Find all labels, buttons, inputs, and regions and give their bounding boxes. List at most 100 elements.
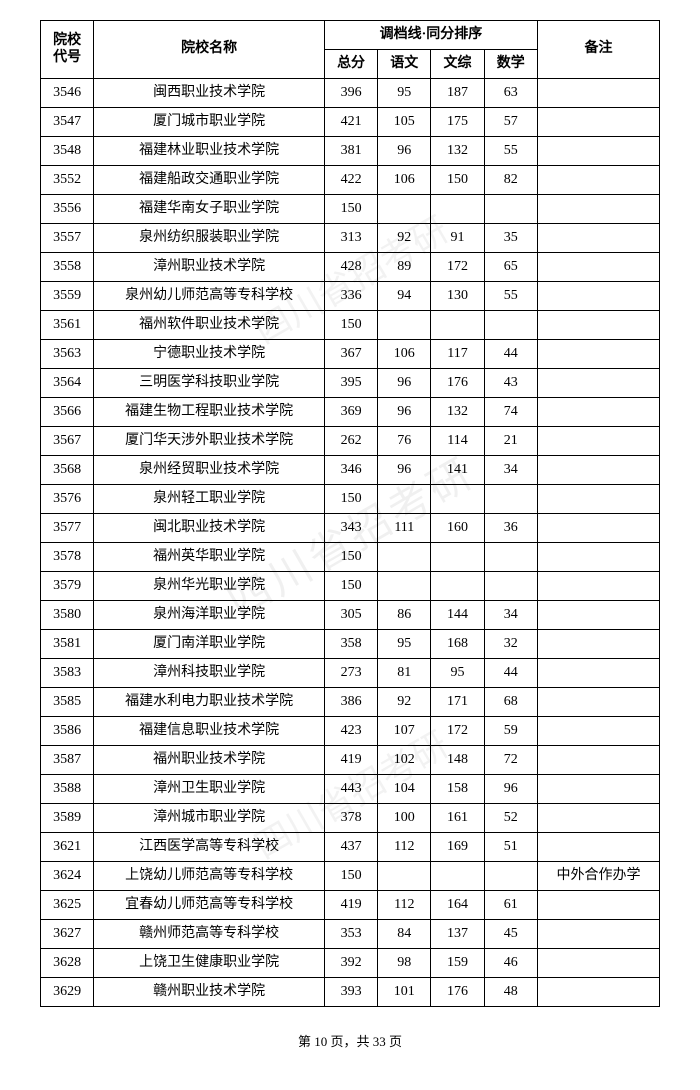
table-row: 3546闽西职业技术学院3969518763 bbox=[41, 79, 660, 108]
cell-total: 305 bbox=[324, 601, 377, 630]
cell-name: 漳州科技职业学院 bbox=[94, 659, 325, 688]
cell-code: 3587 bbox=[41, 746, 94, 775]
table-row: 3580泉州海洋职业学院3058614434 bbox=[41, 601, 660, 630]
cell-math: 52 bbox=[484, 804, 537, 833]
table-row: 3559泉州幼儿师范高等专科学校3369413055 bbox=[41, 282, 660, 311]
cell-liberal: 117 bbox=[431, 340, 484, 369]
cell-remark bbox=[537, 456, 659, 485]
table-row: 3625宜春幼儿师范高等专科学校41911216461 bbox=[41, 891, 660, 920]
cell-remark bbox=[537, 340, 659, 369]
cell-total: 150 bbox=[324, 485, 377, 514]
table-row: 3567厦门华天涉外职业技术学院2627611421 bbox=[41, 427, 660, 456]
cell-total: 150 bbox=[324, 311, 377, 340]
cell-name: 厦门华天涉外职业技术学院 bbox=[94, 427, 325, 456]
cell-total: 262 bbox=[324, 427, 377, 456]
cell-chinese: 105 bbox=[378, 108, 431, 137]
cell-code: 3568 bbox=[41, 456, 94, 485]
cell-liberal: 132 bbox=[431, 137, 484, 166]
cell-total: 437 bbox=[324, 833, 377, 862]
cell-code: 3583 bbox=[41, 659, 94, 688]
cell-liberal: 137 bbox=[431, 920, 484, 949]
cell-total: 367 bbox=[324, 340, 377, 369]
cell-liberal: 172 bbox=[431, 253, 484, 282]
cell-chinese: 94 bbox=[378, 282, 431, 311]
cell-liberal: 150 bbox=[431, 166, 484, 195]
cell-liberal: 159 bbox=[431, 949, 484, 978]
table-row: 3621江西医学高等专科学校43711216951 bbox=[41, 833, 660, 862]
cell-chinese bbox=[378, 311, 431, 340]
cell-name: 福州职业技术学院 bbox=[94, 746, 325, 775]
cell-total: 393 bbox=[324, 978, 377, 1007]
cell-liberal: 175 bbox=[431, 108, 484, 137]
cell-math: 82 bbox=[484, 166, 537, 195]
cell-code: 3556 bbox=[41, 195, 94, 224]
cell-name: 漳州职业技术学院 bbox=[94, 253, 325, 282]
cell-remark bbox=[537, 717, 659, 746]
cell-total: 369 bbox=[324, 398, 377, 427]
cell-math: 68 bbox=[484, 688, 537, 717]
cell-math: 74 bbox=[484, 398, 537, 427]
header-total: 总分 bbox=[324, 50, 377, 79]
page-container: 四川省招考研 四川省招考研 四川省招考研 院校 代号 院校名称 调档线·同分排序… bbox=[40, 20, 660, 1050]
cell-remark bbox=[537, 630, 659, 659]
cell-name: 泉州经贸职业技术学院 bbox=[94, 456, 325, 485]
cell-remark bbox=[537, 659, 659, 688]
cell-chinese: 106 bbox=[378, 166, 431, 195]
cell-liberal bbox=[431, 195, 484, 224]
cell-chinese: 107 bbox=[378, 717, 431, 746]
cell-name: 福建生物工程职业技术学院 bbox=[94, 398, 325, 427]
table-row: 3629赣州职业技术学院39310117648 bbox=[41, 978, 660, 1007]
cell-remark bbox=[537, 253, 659, 282]
cell-liberal: 91 bbox=[431, 224, 484, 253]
header-liberal: 文综 bbox=[431, 50, 484, 79]
cell-name: 福建华南女子职业学院 bbox=[94, 195, 325, 224]
cell-math: 63 bbox=[484, 79, 537, 108]
cell-name: 泉州纺织服装职业学院 bbox=[94, 224, 325, 253]
header-code: 院校 代号 bbox=[41, 21, 94, 79]
cell-code: 3566 bbox=[41, 398, 94, 427]
cell-name: 宜春幼儿师范高等专科学校 bbox=[94, 891, 325, 920]
cell-chinese: 95 bbox=[378, 79, 431, 108]
cell-name: 福建水利电力职业技术学院 bbox=[94, 688, 325, 717]
cell-code: 3589 bbox=[41, 804, 94, 833]
cell-code: 3624 bbox=[41, 862, 94, 891]
cell-math: 57 bbox=[484, 108, 537, 137]
cell-math: 45 bbox=[484, 920, 537, 949]
cell-code: 3546 bbox=[41, 79, 94, 108]
table-row: 3585福建水利电力职业技术学院3869217168 bbox=[41, 688, 660, 717]
cell-liberal: 168 bbox=[431, 630, 484, 659]
cell-total: 378 bbox=[324, 804, 377, 833]
cell-total: 422 bbox=[324, 166, 377, 195]
cell-code: 3552 bbox=[41, 166, 94, 195]
cell-code: 3580 bbox=[41, 601, 94, 630]
cell-total: 421 bbox=[324, 108, 377, 137]
cell-remark bbox=[537, 949, 659, 978]
cell-code: 3585 bbox=[41, 688, 94, 717]
table-row: 3557泉州纺织服装职业学院313929135 bbox=[41, 224, 660, 253]
cell-code: 3564 bbox=[41, 369, 94, 398]
cell-math: 51 bbox=[484, 833, 537, 862]
cell-liberal: 114 bbox=[431, 427, 484, 456]
cell-math bbox=[484, 311, 537, 340]
cell-liberal: 161 bbox=[431, 804, 484, 833]
table-row: 3578福州英华职业学院150 bbox=[41, 543, 660, 572]
cell-liberal: 144 bbox=[431, 601, 484, 630]
table-row: 3548福建林业职业技术学院3819613255 bbox=[41, 137, 660, 166]
cell-liberal: 164 bbox=[431, 891, 484, 920]
cell-math: 34 bbox=[484, 456, 537, 485]
table-row: 3624上饶幼儿师范高等专科学校150中外合作办学 bbox=[41, 862, 660, 891]
cell-math bbox=[484, 572, 537, 601]
table-row: 3581厦门南洋职业学院3589516832 bbox=[41, 630, 660, 659]
cell-code: 3567 bbox=[41, 427, 94, 456]
cell-total: 443 bbox=[324, 775, 377, 804]
cell-liberal bbox=[431, 543, 484, 572]
table-row: 3561福州软件职业技术学院150 bbox=[41, 311, 660, 340]
cell-total: 423 bbox=[324, 717, 377, 746]
cell-math bbox=[484, 195, 537, 224]
cell-total: 150 bbox=[324, 862, 377, 891]
cell-liberal: 171 bbox=[431, 688, 484, 717]
cell-math: 43 bbox=[484, 369, 537, 398]
cell-liberal: 176 bbox=[431, 978, 484, 1007]
cell-total: 346 bbox=[324, 456, 377, 485]
cell-remark bbox=[537, 282, 659, 311]
